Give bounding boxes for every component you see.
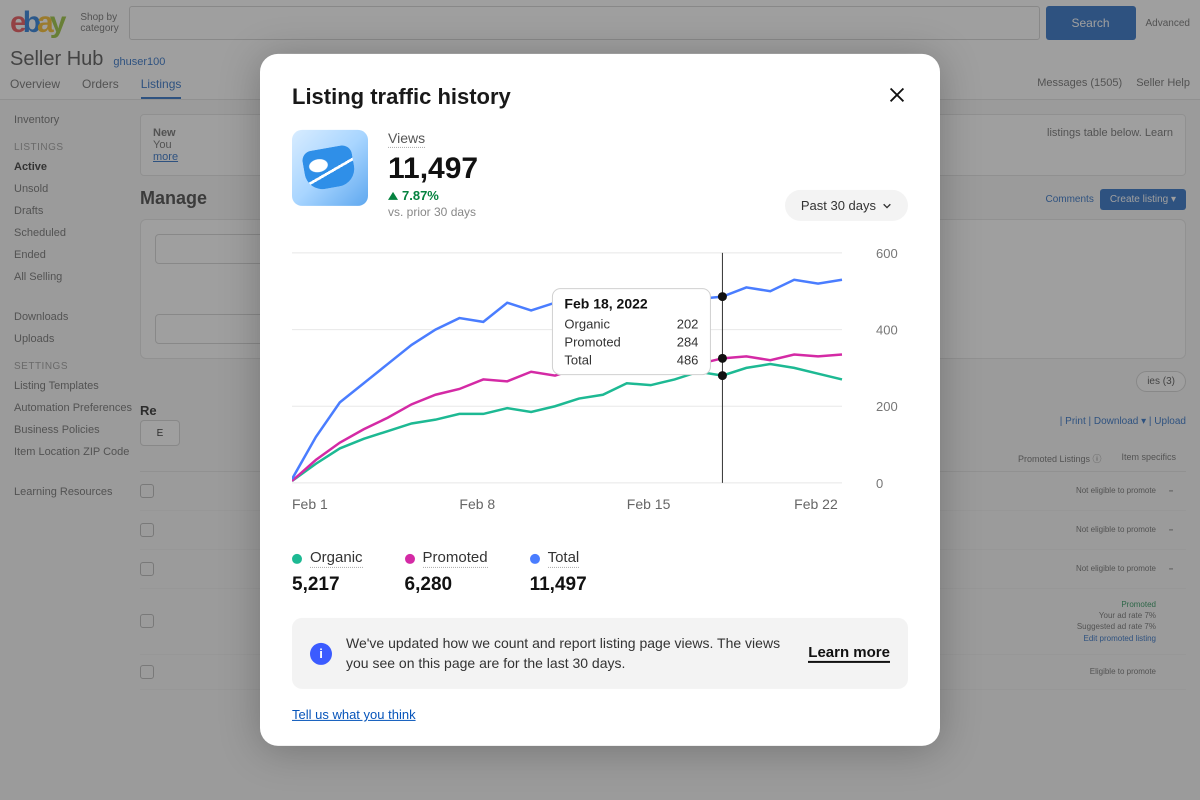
svg-text:Feb 15: Feb 15 (627, 496, 671, 512)
legend-dot-icon (292, 553, 302, 563)
legend-label: Organic (310, 549, 363, 568)
svg-text:202: 202 (677, 317, 699, 332)
svg-text:400: 400 (876, 323, 898, 338)
legend-dot-icon (530, 553, 540, 563)
svg-text:Total: Total (564, 353, 592, 368)
metric-label: Views (388, 130, 425, 148)
legend-dot-icon (405, 553, 415, 563)
legend-item: Promoted 6,280 (405, 549, 488, 596)
info-text: We've updated how we count and report li… (346, 634, 794, 673)
svg-text:486: 486 (677, 353, 699, 368)
svg-text:Organic: Organic (564, 317, 610, 332)
info-banner: i We've updated how we count and report … (292, 618, 908, 689)
up-triangle-icon (388, 192, 398, 200)
metric-delta: 7.87% (388, 188, 478, 203)
svg-text:600: 600 (876, 246, 898, 261)
traffic-chart[interactable]: 0 200 400 600 Feb 1 Feb 8 Feb 15 Feb 22 Feb 18, … (292, 233, 908, 523)
traffic-history-modal: Listing traffic history Views 11,497 7.8… (260, 54, 940, 746)
svg-text:0: 0 (876, 476, 883, 491)
period-label: Past 30 days (801, 198, 876, 213)
chart-legend: Organic 5,217 Promoted 6,280 Total 11,497 (292, 549, 908, 596)
svg-text:Feb 22: Feb 22 (794, 496, 838, 512)
svg-text:Feb 18, 2022: Feb 18, 2022 (564, 296, 647, 312)
svg-text:Promoted: Promoted (564, 335, 620, 350)
legend-value: 6,280 (405, 574, 488, 596)
legend-label: Total (548, 549, 580, 568)
svg-text:284: 284 (677, 335, 699, 350)
svg-text:Feb 8: Feb 8 (459, 496, 495, 512)
legend-label: Promoted (423, 549, 488, 568)
svg-text:Feb 1: Feb 1 (292, 496, 328, 512)
listing-thumbnail (292, 130, 368, 206)
close-icon[interactable] (886, 84, 908, 106)
chevron-down-icon (882, 200, 892, 210)
learn-more-link[interactable]: Learn more (808, 644, 890, 663)
modal-title: Listing traffic history (292, 84, 511, 110)
legend-item: Total 11,497 (530, 549, 587, 596)
metric-value: 11,497 (388, 152, 478, 186)
legend-value: 5,217 (292, 574, 363, 596)
info-icon: i (310, 643, 332, 665)
feedback-link[interactable]: Tell us what you think (292, 707, 908, 722)
period-selector[interactable]: Past 30 days (785, 190, 908, 221)
legend-value: 11,497 (530, 574, 587, 596)
svg-text:200: 200 (876, 399, 898, 414)
legend-item: Organic 5,217 (292, 549, 363, 596)
metric-sub: vs. prior 30 days (388, 205, 478, 219)
